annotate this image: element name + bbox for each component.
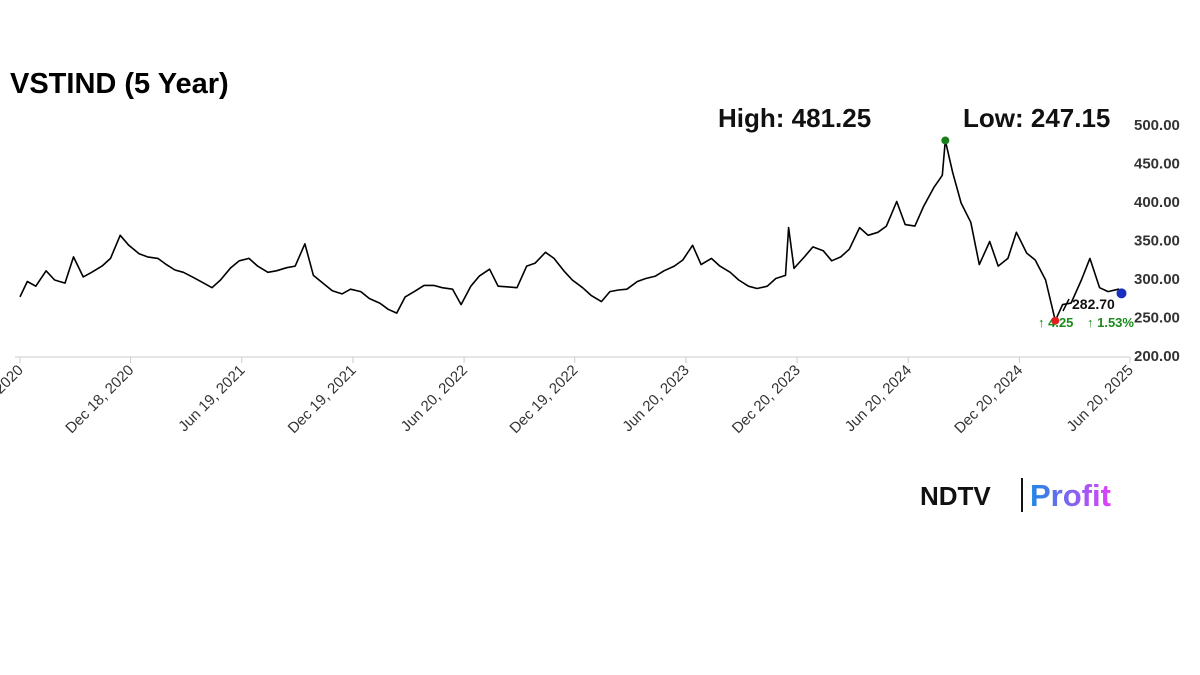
x-tick-label: Dec 18, 2020 xyxy=(62,362,137,437)
y-tick-label: 350.00 xyxy=(1134,232,1180,249)
brand-right: Profit xyxy=(1030,478,1111,513)
x-tick-label: Dec 19, 2022 xyxy=(506,362,581,437)
high-label: High: 481.25 xyxy=(718,103,871,133)
high-marker xyxy=(941,136,950,145)
chart-title: VSTIND (5 Year) xyxy=(10,68,229,100)
x-tick-label: Jun 20, 2022 xyxy=(398,362,471,435)
low-label: Low: 247.15 xyxy=(963,103,1110,133)
price-line xyxy=(19,139,1123,322)
x-tick-label: Jun 20, 2024 xyxy=(842,362,915,435)
x-tick-label: Dec 20, 2024 xyxy=(951,362,1026,437)
low-marker xyxy=(1051,316,1060,325)
y-tick-label: 400.00 xyxy=(1134,194,1180,211)
y-tick-label: 500.00 xyxy=(1134,117,1180,134)
x-tick-label: Jun 20, 2023 xyxy=(619,362,692,435)
y-tick-label: 250.00 xyxy=(1134,309,1180,326)
last-label: 282.70 xyxy=(1072,296,1115,312)
pointer xyxy=(1062,298,1070,312)
x-tick-label: Dec 19, 2021 xyxy=(285,362,360,437)
x-tick-label: Dec 20, 2023 xyxy=(729,362,804,437)
x-tick-label: Jun 19, 2020 xyxy=(0,362,27,435)
y-tick-label: 300.00 xyxy=(1134,271,1180,288)
x-tick-label: Jun 20, 2025 xyxy=(1063,362,1136,435)
brand-left: NDTV xyxy=(920,481,991,511)
last-marker xyxy=(1116,288,1127,299)
x-tick-label: Jun 19, 2021 xyxy=(175,362,248,435)
change-pct-label: ↑ 1.53% xyxy=(1087,315,1134,330)
y-tick-label: 200.00 xyxy=(1134,348,1180,365)
y-tick-label: 450.00 xyxy=(1134,155,1180,172)
